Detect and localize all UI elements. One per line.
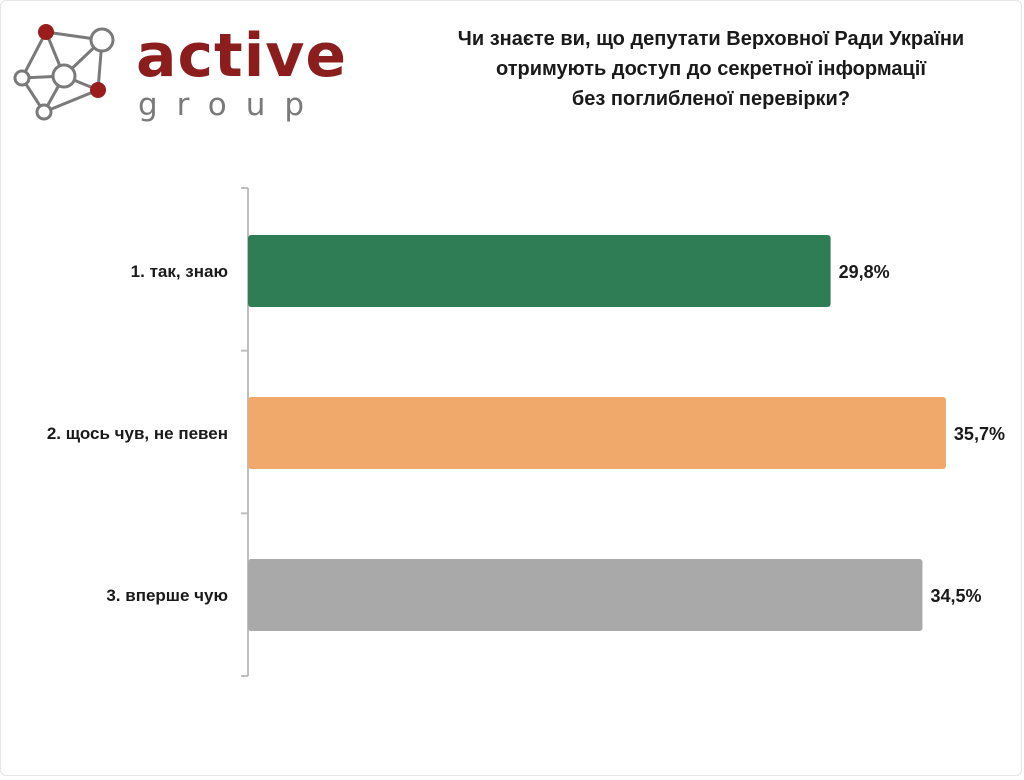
category-label: 3. вперше чую — [106, 586, 228, 605]
active-group-logo: active group — [6, 18, 346, 128]
category-label: 2. щось чув, не певен — [47, 424, 228, 443]
chart-title-line: без поглибленої перевірки? — [571, 88, 851, 110]
bar — [248, 559, 923, 631]
chart-title-line: отримують доступ до секретної інформації — [496, 58, 926, 80]
chart-title: Чи знаєте ви, що депутати Верховної Ради… — [400, 24, 1022, 114]
logo-node — [51, 63, 77, 89]
logo-node — [38, 24, 54, 40]
network-icon — [13, 24, 115, 121]
bar — [248, 235, 831, 307]
value-label: 29,8% — [839, 262, 890, 282]
chart-title-line: Чи знаєте ви, що депутати Верховної Ради… — [457, 28, 965, 50]
value-label: 35,7% — [954, 424, 1005, 444]
logo-node — [35, 103, 53, 121]
logo-wordmark: active — [136, 21, 348, 91]
logo-node — [90, 82, 106, 98]
logo-node — [89, 27, 115, 53]
bar — [248, 397, 946, 469]
logo-subtitle: group — [138, 87, 324, 123]
category-label: 1. так, знаю — [131, 262, 228, 281]
value-label: 34,5% — [930, 586, 981, 606]
logo-node — [13, 69, 31, 87]
